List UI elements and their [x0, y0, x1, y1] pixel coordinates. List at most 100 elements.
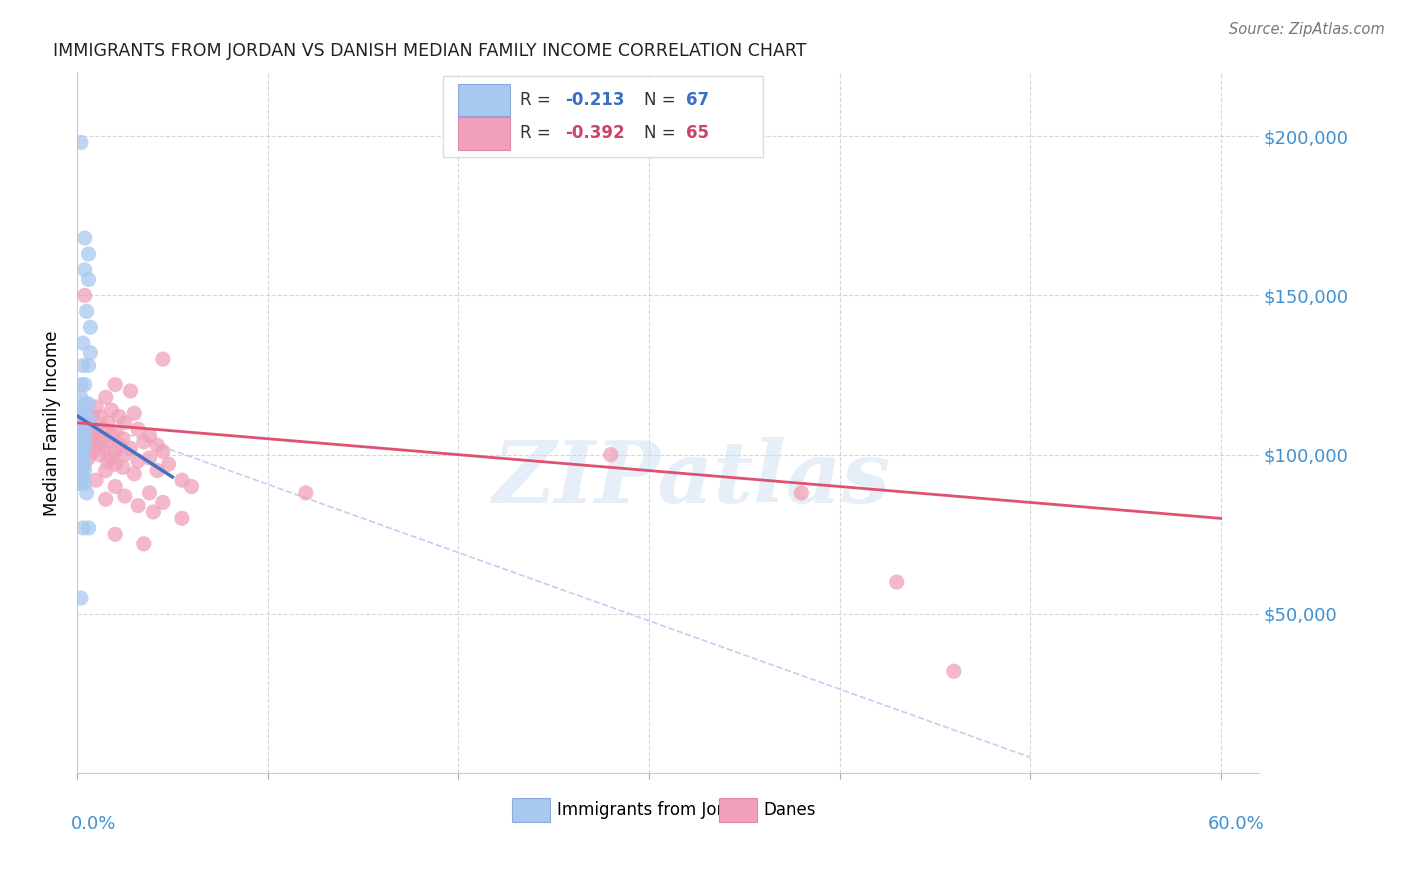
FancyBboxPatch shape: [512, 797, 550, 822]
Point: [70, 442, 93, 456]
Text: Source: ZipAtlas.com: Source: ZipAtlas.com: [1229, 22, 1385, 37]
Point: [94, 390, 117, 404]
Point: [84, 438, 107, 452]
Point: [77, 434, 100, 449]
Point: [72, 412, 94, 426]
Point: [67, 464, 90, 478]
Point: [73, 263, 96, 277]
Point: [67, 460, 90, 475]
Point: [70, 448, 93, 462]
Point: [76, 406, 98, 420]
Point: [104, 457, 127, 471]
Point: [132, 434, 155, 449]
Point: [152, 352, 174, 367]
Point: [295, 486, 318, 500]
Point: [67, 442, 90, 456]
Text: 60.0%: 60.0%: [1208, 815, 1265, 833]
Point: [67, 416, 90, 430]
Text: 67: 67: [686, 91, 709, 109]
Point: [111, 432, 134, 446]
Text: N =: N =: [644, 124, 676, 143]
Text: -0.392: -0.392: [565, 124, 624, 143]
Point: [114, 448, 136, 462]
Point: [73, 428, 96, 442]
Point: [170, 473, 193, 487]
Point: [67, 444, 90, 458]
Point: [124, 406, 146, 420]
Point: [73, 397, 96, 411]
FancyBboxPatch shape: [457, 117, 509, 150]
Point: [67, 432, 90, 446]
Text: 0.0%: 0.0%: [72, 815, 117, 833]
Point: [72, 336, 94, 351]
Point: [120, 384, 142, 398]
Point: [152, 444, 174, 458]
Point: [97, 416, 120, 430]
Point: [108, 438, 131, 452]
Point: [146, 438, 169, 452]
Text: Danes: Danes: [763, 801, 817, 819]
Point: [170, 511, 193, 525]
Point: [76, 486, 98, 500]
Point: [120, 442, 142, 456]
Point: [76, 304, 98, 318]
Point: [100, 450, 122, 465]
Point: [70, 467, 93, 481]
Point: [67, 457, 90, 471]
Point: [79, 345, 101, 359]
Point: [142, 505, 165, 519]
Point: [77, 397, 100, 411]
Point: [70, 428, 93, 442]
Point: [67, 425, 90, 440]
Point: [72, 416, 94, 430]
Point: [124, 467, 146, 481]
Point: [72, 521, 94, 535]
Point: [89, 432, 111, 446]
Point: [70, 434, 93, 449]
FancyBboxPatch shape: [718, 797, 756, 822]
Point: [157, 457, 180, 471]
Point: [73, 438, 96, 452]
Point: [70, 476, 93, 491]
Y-axis label: Median Family Income: Median Family Income: [44, 330, 60, 516]
Point: [89, 448, 111, 462]
Point: [77, 416, 100, 430]
Point: [886, 575, 908, 590]
Text: N =: N =: [644, 91, 676, 109]
Point: [67, 467, 90, 481]
Point: [76, 422, 98, 436]
Point: [73, 476, 96, 491]
Point: [73, 231, 96, 245]
Point: [77, 247, 100, 261]
Text: 65: 65: [686, 124, 709, 143]
Point: [114, 489, 136, 503]
Point: [111, 460, 134, 475]
Point: [93, 442, 115, 456]
Point: [127, 422, 149, 436]
Point: [77, 521, 100, 535]
Point: [67, 428, 90, 442]
Point: [94, 464, 117, 478]
Point: [146, 464, 169, 478]
Point: [104, 527, 127, 541]
Point: [599, 448, 621, 462]
Text: Immigrants from Jordan: Immigrants from Jordan: [557, 801, 754, 819]
Point: [89, 409, 111, 424]
Point: [93, 422, 115, 436]
Point: [152, 495, 174, 509]
Point: [72, 406, 94, 420]
Point: [70, 416, 93, 430]
Point: [70, 438, 93, 452]
Point: [67, 403, 90, 417]
Point: [82, 444, 104, 458]
Point: [70, 464, 93, 478]
Point: [72, 444, 94, 458]
Point: [942, 665, 965, 679]
Point: [72, 460, 94, 475]
Point: [138, 450, 160, 465]
Point: [70, 422, 93, 436]
Point: [67, 438, 90, 452]
Point: [72, 448, 94, 462]
Point: [77, 359, 100, 373]
Point: [70, 591, 93, 605]
